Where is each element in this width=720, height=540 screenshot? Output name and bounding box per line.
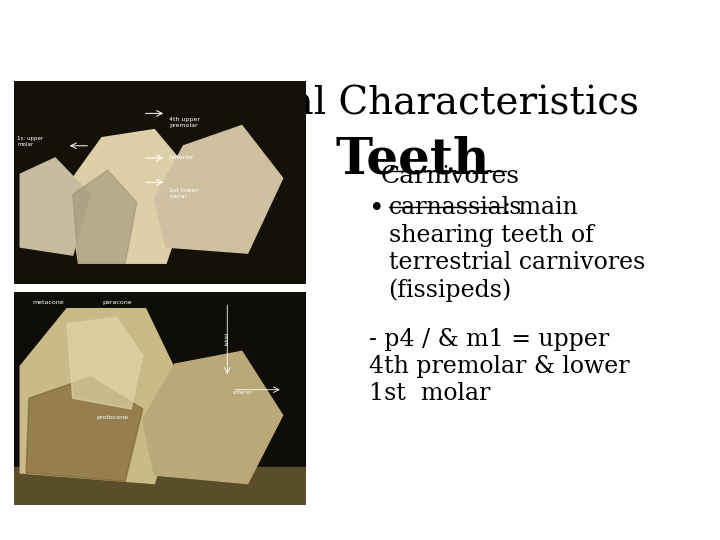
Text: labial: labial — [225, 332, 230, 345]
Text: carnassials: carnassials — [389, 196, 522, 219]
Polygon shape — [20, 158, 90, 255]
Text: 1s: upper
molar: 1s: upper molar — [17, 137, 43, 147]
Text: 1st lower
molar: 1st lower molar — [169, 188, 198, 199]
Text: Teeth: Teeth — [336, 136, 490, 185]
Polygon shape — [67, 317, 143, 409]
Polygon shape — [26, 377, 143, 482]
Polygon shape — [154, 125, 283, 253]
Text: : main: : main — [503, 196, 577, 219]
Text: 4th upper
premolar: 4th upper premolar — [169, 118, 200, 129]
Text: metacone: metacone — [32, 300, 63, 305]
Polygon shape — [20, 309, 184, 484]
Bar — [14, 467, 306, 505]
Text: 4th premolar & lower: 4th premolar & lower — [369, 355, 629, 378]
Text: 1st  molar: 1st molar — [369, 382, 490, 406]
Text: •: • — [369, 196, 384, 221]
Text: Carnivores: Carnivores — [380, 165, 519, 187]
Text: Anterior: Anterior — [169, 156, 194, 160]
Text: shearing teeth of: shearing teeth of — [389, 224, 593, 247]
Text: terrestrial carnivores: terrestrial carnivores — [389, 251, 645, 274]
Polygon shape — [143, 352, 283, 484]
Text: (fissipeds): (fissipeds) — [389, 279, 512, 302]
Polygon shape — [67, 130, 195, 263]
Polygon shape — [73, 170, 137, 263]
Text: Mammal Characteristics: Mammal Characteristics — [154, 85, 639, 123]
Text: - p4 / & m1 = upper: - p4 / & m1 = upper — [369, 328, 609, 350]
Text: anterior: anterior — [233, 390, 253, 395]
Text: paracone: paracone — [102, 300, 132, 305]
Text: protocone: protocone — [96, 415, 128, 420]
